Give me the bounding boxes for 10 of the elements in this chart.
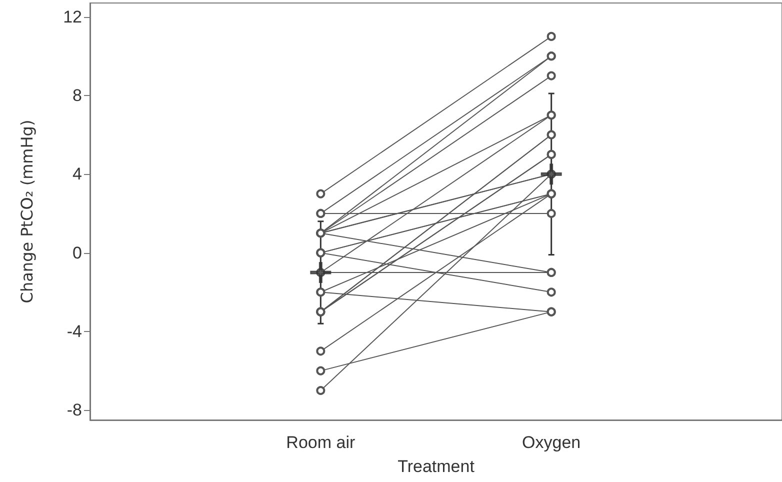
x-tick-label: Oxygen — [522, 433, 581, 452]
y-tick-label: 8 — [72, 86, 82, 105]
y-tick-label: -8 — [66, 400, 82, 420]
x-tick-label: Room air — [286, 433, 356, 452]
y-tick-label: 12 — [63, 7, 82, 26]
y-tick-label: 0 — [72, 243, 82, 262]
x-axis-title: Treatment — [398, 457, 475, 476]
y-tick-label: -4 — [66, 322, 82, 341]
y-axis-title: Change PtCO₂ (mmHg) — [18, 120, 36, 304]
y-tick-label: 4 — [72, 164, 82, 184]
